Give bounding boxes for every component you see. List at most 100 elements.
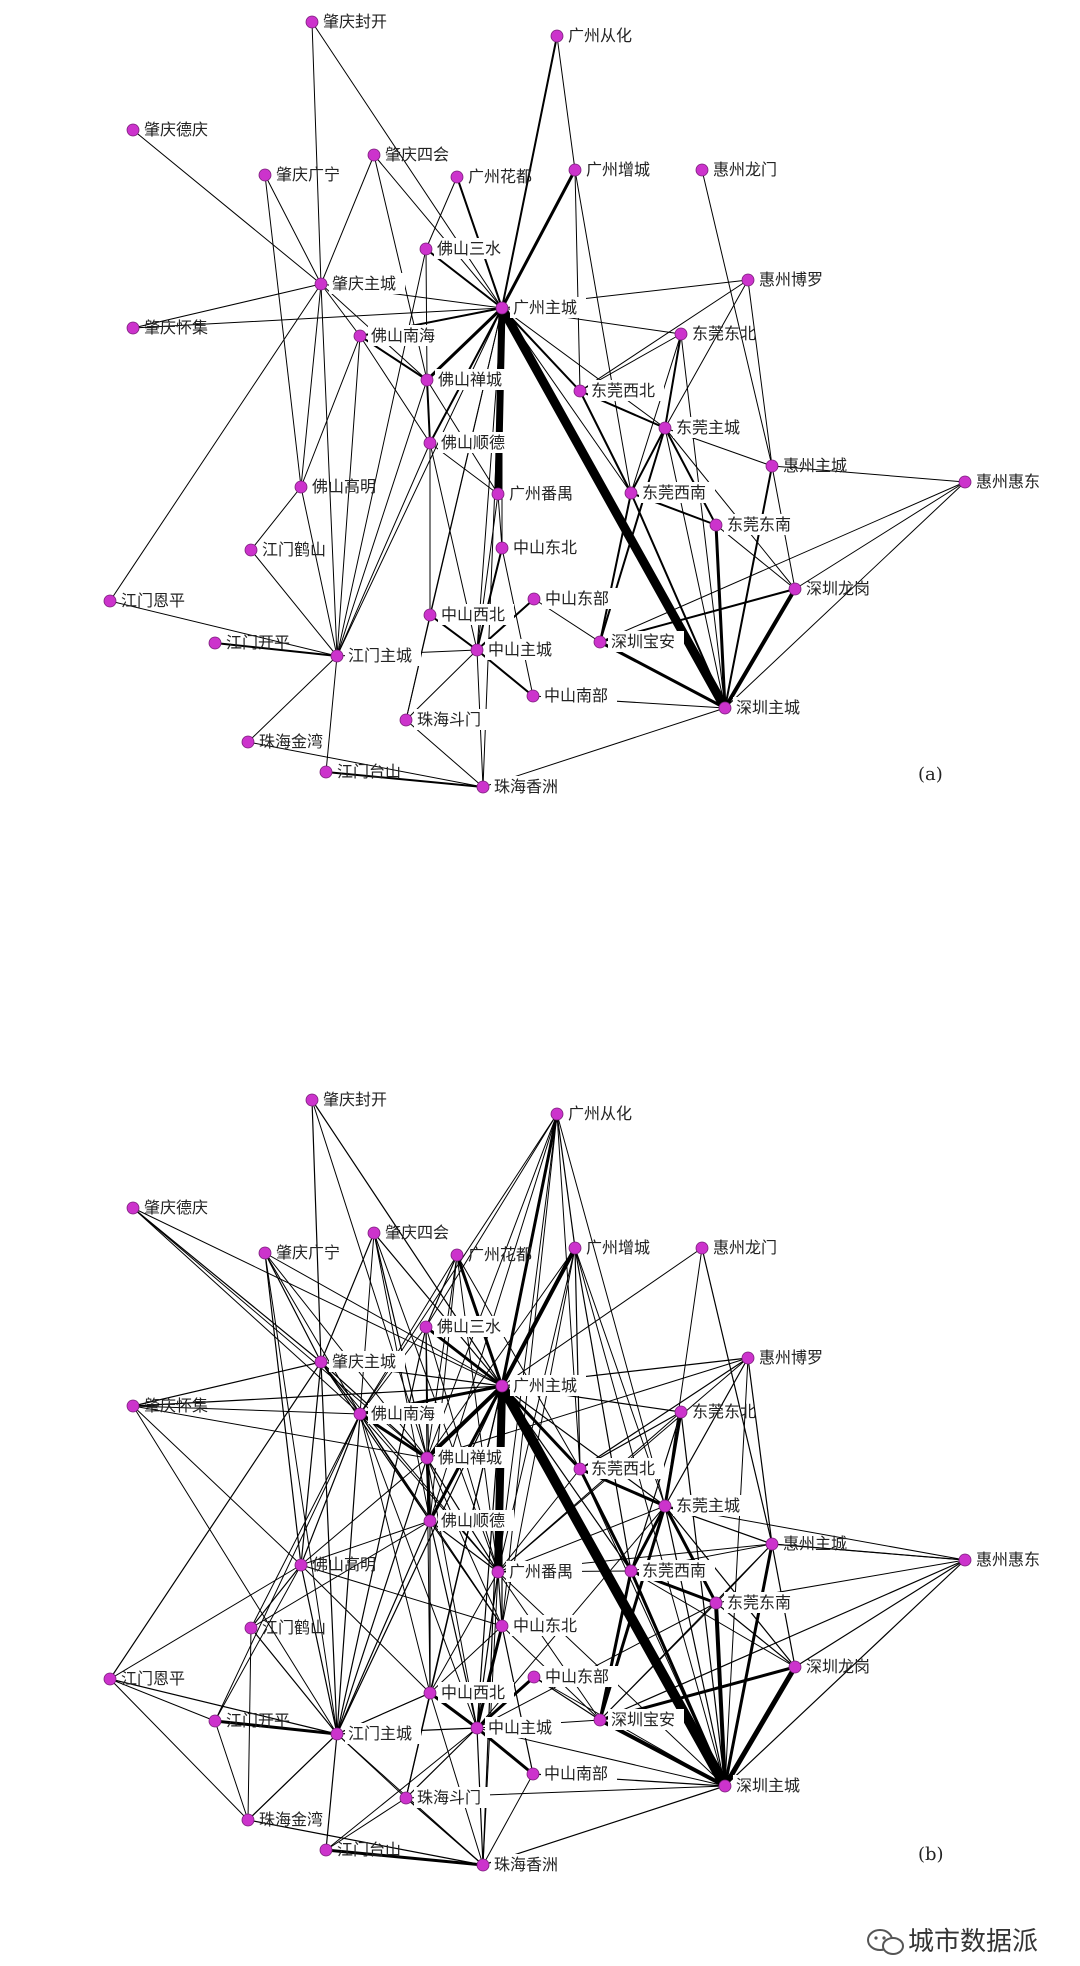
node: 江门开平 bbox=[208, 633, 290, 652]
edge bbox=[405, 719, 484, 788]
edge bbox=[630, 1570, 796, 1668]
node-label: 中山南部 bbox=[544, 686, 608, 705]
node-dot bbox=[788, 1660, 802, 1674]
node-dot bbox=[593, 635, 607, 649]
edge bbox=[476, 1602, 717, 1729]
node: 肇庆主城 bbox=[314, 273, 405, 294]
edge bbox=[579, 279, 749, 392]
node-label: 江门鹤山 bbox=[262, 1618, 326, 1637]
node-label: 惠州惠东 bbox=[976, 1550, 1040, 1569]
node-label: 佛山三水 bbox=[437, 239, 501, 258]
node-dot bbox=[491, 1565, 505, 1579]
node-label: 中山东部 bbox=[545, 589, 609, 608]
node-label: 广州花都 bbox=[468, 1245, 532, 1264]
node: 肇庆封开 bbox=[305, 12, 387, 31]
edge bbox=[213, 1719, 339, 1736]
node-label-bg bbox=[435, 369, 511, 390]
edge bbox=[336, 307, 503, 657]
node: 广州增城 bbox=[568, 160, 650, 179]
edge bbox=[311, 1099, 428, 1459]
node-label-bg bbox=[542, 588, 618, 609]
node-dot bbox=[624, 486, 638, 500]
node-dot bbox=[126, 123, 140, 137]
node: 深圳主城 bbox=[718, 1775, 809, 1796]
edge bbox=[300, 1457, 428, 1566]
node: 惠州惠东 bbox=[958, 472, 1040, 491]
node-dot bbox=[399, 713, 413, 727]
node-label-bg bbox=[438, 1682, 514, 1703]
edge bbox=[325, 771, 484, 788]
edge bbox=[476, 547, 503, 651]
node-label: 肇庆怀集 bbox=[144, 1396, 208, 1415]
node-dot bbox=[450, 1248, 464, 1262]
edge bbox=[599, 427, 666, 643]
node: 佛山顺德 bbox=[423, 1510, 514, 1531]
edge bbox=[630, 333, 682, 494]
edge bbox=[359, 335, 431, 444]
node-label: 东莞西南 bbox=[642, 1561, 706, 1580]
node-label: 惠州主城 bbox=[783, 456, 847, 475]
node-label: 东莞西北 bbox=[591, 381, 655, 400]
node-dot bbox=[593, 1713, 607, 1727]
node: 广州主城 bbox=[495, 1375, 586, 1396]
edge bbox=[320, 283, 338, 657]
node-label: 中山西北 bbox=[441, 605, 505, 624]
node: 东莞西南 bbox=[624, 1560, 715, 1581]
edge bbox=[426, 1113, 558, 1459]
node-label: 惠州主城 bbox=[783, 1534, 847, 1553]
node-label: 江门台山 bbox=[337, 1840, 401, 1859]
panel-b-label: (b) bbox=[918, 1844, 944, 1865]
node-label-bg bbox=[724, 514, 800, 535]
node-dot bbox=[314, 277, 328, 291]
edge bbox=[250, 1564, 302, 1629]
node-label: 珠海香洲 bbox=[494, 1855, 558, 1874]
node-label: 广州增城 bbox=[586, 160, 650, 179]
node: 深圳宝安 bbox=[593, 631, 684, 652]
edge bbox=[264, 1252, 338, 1735]
node-label: 肇庆主城 bbox=[332, 274, 396, 293]
node: 江门鹤山 bbox=[244, 540, 326, 559]
edge bbox=[482, 1785, 726, 1866]
edge bbox=[109, 283, 322, 602]
node-dot bbox=[419, 242, 433, 256]
edge bbox=[747, 1357, 773, 1545]
edge bbox=[300, 1564, 338, 1735]
node-dot bbox=[470, 643, 484, 657]
node: 佛山高明 bbox=[294, 1555, 376, 1574]
node-label: 广州主城 bbox=[513, 1376, 577, 1395]
edge bbox=[428, 1691, 479, 1730]
node-label: 江门台山 bbox=[337, 762, 401, 781]
node-label: 佛山禅城 bbox=[438, 370, 502, 389]
node-dot bbox=[208, 1714, 222, 1728]
edge bbox=[132, 1207, 361, 1415]
node-label: 广州番禺 bbox=[509, 484, 573, 503]
edge bbox=[723, 1542, 774, 1788]
node: 佛山禅城 bbox=[420, 369, 511, 390]
watermark-text: 城市数据派 bbox=[908, 1927, 1038, 1957]
node-dot bbox=[423, 436, 437, 450]
node-label: 中山主城 bbox=[488, 1718, 552, 1737]
node-label: 深圳龙岗 bbox=[806, 579, 870, 598]
node-label-bg bbox=[414, 1787, 490, 1808]
edge bbox=[132, 1405, 338, 1735]
node-dot bbox=[718, 1779, 732, 1793]
node-dot bbox=[330, 1727, 344, 1741]
node-label-bg bbox=[639, 1560, 715, 1581]
node-label-bg bbox=[733, 1775, 809, 1796]
edge bbox=[109, 1678, 249, 1821]
node-label: 广州主城 bbox=[513, 298, 577, 317]
edge bbox=[311, 21, 322, 285]
edge bbox=[501, 1113, 558, 1627]
node-label: 中山西北 bbox=[441, 1683, 505, 1702]
node: 东莞东南 bbox=[709, 1592, 800, 1613]
edge bbox=[794, 481, 966, 590]
node-dot bbox=[208, 636, 222, 650]
edge bbox=[664, 427, 796, 590]
node: 肇庆怀集 bbox=[126, 318, 208, 337]
node-dot bbox=[526, 1767, 540, 1781]
node-label: 肇庆广宁 bbox=[276, 1243, 340, 1262]
edge bbox=[359, 1254, 458, 1415]
edge bbox=[724, 481, 966, 709]
edge bbox=[497, 1571, 601, 1721]
